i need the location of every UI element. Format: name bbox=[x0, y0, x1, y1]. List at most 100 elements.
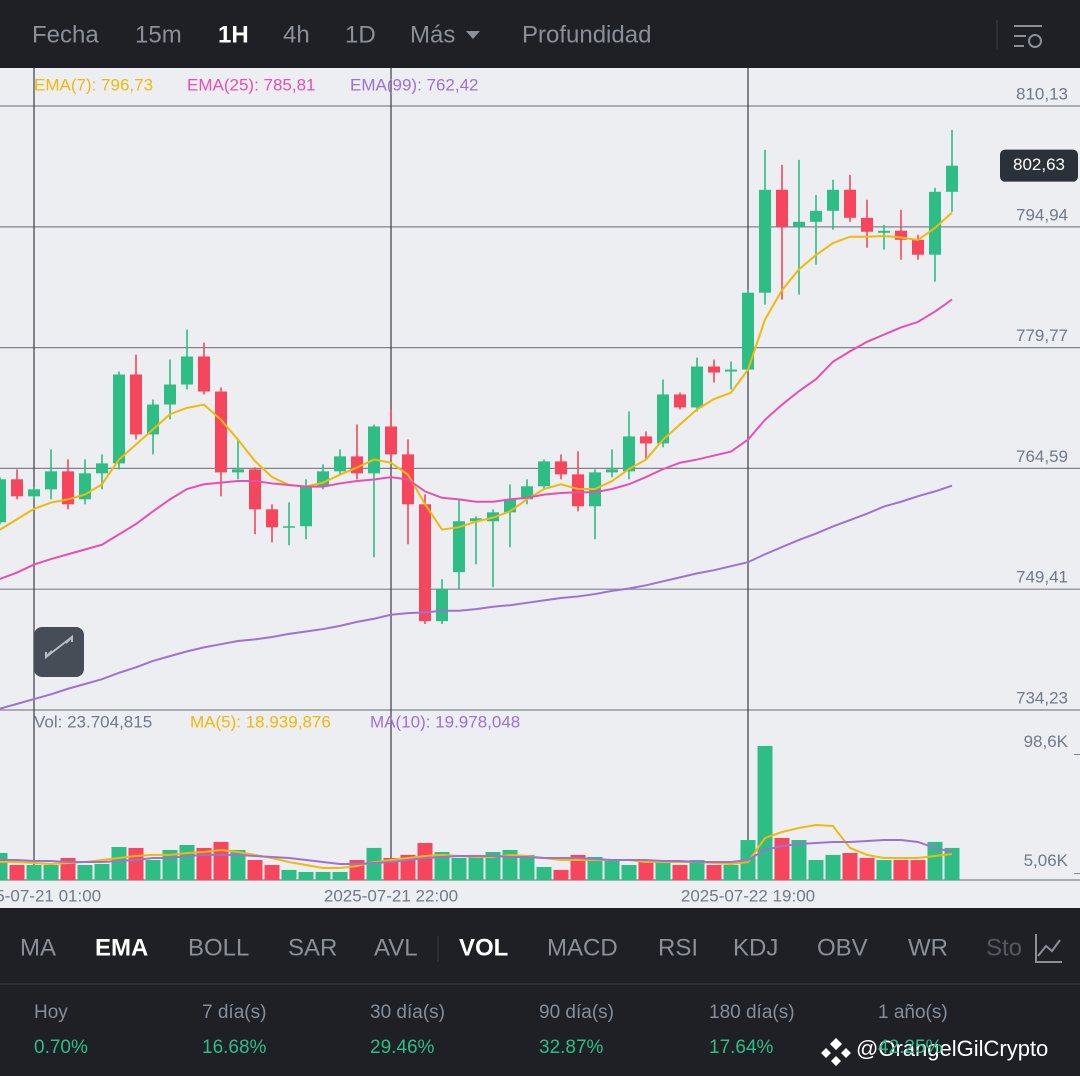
candle-body bbox=[725, 369, 737, 372]
candle-body bbox=[334, 456, 346, 472]
volume-bar bbox=[672, 864, 688, 880]
candle-body bbox=[368, 426, 380, 474]
candle-body bbox=[62, 471, 74, 505]
candle-body bbox=[691, 366, 703, 408]
candle-body bbox=[453, 521, 465, 573]
candle-body bbox=[844, 189, 856, 218]
candle-body bbox=[45, 471, 57, 490]
indicator-tab[interactable]: SAR bbox=[288, 934, 337, 961]
indicator-tab[interactable]: VOL bbox=[459, 934, 508, 961]
ema-line bbox=[0, 484, 953, 710]
volume-bar bbox=[213, 841, 229, 880]
period-change: 17.64% bbox=[709, 1037, 774, 1058]
candle-body bbox=[776, 189, 788, 227]
volume-bar bbox=[893, 860, 909, 880]
volume-ma-line bbox=[0, 824, 953, 870]
tab[interactable]: Profundidad bbox=[522, 21, 651, 48]
plot: 810,13 794,94 779,77 764,59 749,41 734,23 98,6… bbox=[0, 68, 1080, 905]
candle-body bbox=[0, 479, 6, 523]
tab[interactable]: Fecha bbox=[32, 21, 99, 48]
indicator-tab[interactable]: OBV bbox=[817, 934, 868, 961]
volume-bar bbox=[468, 854, 484, 880]
indicator-tab[interactable]: MA bbox=[20, 934, 56, 961]
indicator-tab[interactable]: AVL bbox=[374, 934, 418, 961]
candle-body bbox=[283, 526, 295, 528]
expand-icon bbox=[45, 634, 73, 660]
x-tick-label: 2025-07-21 01:00 bbox=[0, 886, 101, 905]
chart-icon[interactable] bbox=[1035, 934, 1062, 963]
candle-body bbox=[878, 230, 890, 233]
expand-button[interactable] bbox=[34, 627, 84, 677]
volume-bar bbox=[536, 867, 552, 880]
candle-body bbox=[249, 469, 261, 510]
tab[interactable]: 1D bbox=[345, 21, 376, 48]
indicator-tab[interactable]: WR bbox=[908, 934, 948, 961]
candle-body bbox=[521, 486, 533, 500]
indicator-tab[interactable]: RSI bbox=[658, 934, 698, 961]
candle-body bbox=[929, 191, 941, 255]
volume-bar bbox=[791, 840, 807, 880]
bottom-panel bbox=[0, 908, 1080, 1076]
candle-body bbox=[606, 469, 618, 473]
watermark-icon bbox=[821, 1038, 851, 1066]
tab[interactable]: 4h bbox=[283, 21, 310, 48]
volume-bar bbox=[434, 852, 450, 880]
period-label: 7 día(s) bbox=[202, 1002, 266, 1023]
candle-body bbox=[793, 221, 805, 227]
y-tick-label: 794,94 bbox=[1016, 205, 1068, 224]
volume-bar bbox=[332, 871, 348, 880]
legend-entry: MA(5): 18.939,876 bbox=[190, 712, 331, 731]
volume-bar bbox=[281, 869, 297, 880]
candle-body bbox=[623, 436, 635, 472]
period-label: 1 año(s) bbox=[878, 1002, 948, 1023]
indicator-tab[interactable]: MACD bbox=[547, 934, 618, 961]
volume-bar bbox=[298, 871, 314, 880]
candle-body bbox=[300, 486, 312, 527]
candle-body bbox=[385, 426, 397, 455]
indicator-tab[interactable]: KDJ bbox=[733, 934, 778, 961]
candle-body bbox=[28, 489, 40, 497]
y-tick-label: 5,06K bbox=[1024, 851, 1069, 870]
watermark: @OrangelGilCrypto bbox=[856, 1036, 1048, 1061]
indicator-tab[interactable]: BOLL bbox=[188, 934, 249, 961]
candle-body bbox=[555, 461, 567, 475]
volume-bar bbox=[94, 863, 110, 880]
ema-line bbox=[0, 298, 953, 580]
volume-bar bbox=[570, 854, 586, 880]
volume-bar bbox=[587, 856, 603, 880]
indicator-tab[interactable]: EMA bbox=[95, 934, 148, 961]
indicator-tab[interactable]: Sto bbox=[986, 934, 1022, 961]
tab[interactable]: 1H bbox=[218, 21, 249, 48]
volume-bar bbox=[111, 847, 127, 880]
candle-body bbox=[232, 469, 244, 473]
x-tick-label: 2025-07-21 22:00 bbox=[324, 886, 458, 905]
volume-bar bbox=[485, 852, 501, 880]
candle-body bbox=[572, 474, 584, 507]
tab[interactable]: Más bbox=[410, 21, 455, 48]
y-tick-label: 810,13 bbox=[1016, 84, 1068, 103]
candle-body bbox=[827, 189, 839, 211]
volume-bar bbox=[774, 838, 790, 880]
settings-icon[interactable] bbox=[1014, 25, 1042, 48]
volume-ma-line bbox=[0, 839, 953, 865]
candle-body bbox=[946, 165, 958, 192]
volume-bar bbox=[553, 869, 569, 880]
legend-entry: MA(10): 19.978,048 bbox=[370, 712, 520, 731]
volume-bar bbox=[0, 853, 8, 880]
volume-bar bbox=[247, 860, 263, 880]
volume-bar bbox=[315, 871, 331, 880]
volume-bar bbox=[876, 860, 892, 880]
volume-bar bbox=[621, 864, 637, 880]
period-change: 0.70% bbox=[34, 1037, 88, 1058]
legend-entry: EMA(25): 785,81 bbox=[187, 75, 316, 94]
tab[interactable]: 15m bbox=[135, 21, 182, 48]
volume-bar bbox=[689, 860, 705, 880]
volume-bar bbox=[43, 864, 59, 880]
candle-body bbox=[810, 210, 822, 222]
volume-bar bbox=[655, 862, 671, 880]
y-tick-label: 734,23 bbox=[1016, 688, 1068, 707]
volume-bar bbox=[706, 864, 722, 880]
price-tag-label: 802,63 bbox=[1013, 155, 1065, 174]
volume-bar bbox=[145, 860, 161, 880]
volume-bar bbox=[451, 857, 467, 880]
